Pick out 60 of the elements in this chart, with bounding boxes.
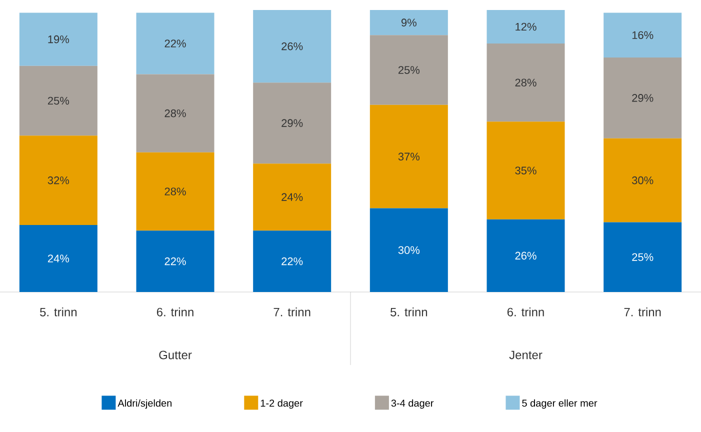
x-tick-label: 5. trinn <box>390 308 428 316</box>
x-tick-label: 6. trinn <box>507 308 544 316</box>
legend-label: 1-2 dager <box>260 399 303 409</box>
bar <box>604 12 682 58</box>
data-label: 30% <box>398 246 420 254</box>
legend-label: 5 dager eller mer <box>522 399 598 409</box>
legend-label: Aldri/sjelden <box>118 399 172 409</box>
data-label: 26% <box>515 252 536 260</box>
data-label: 29% <box>282 119 303 127</box>
bar <box>136 12 214 74</box>
x-tick-label: 7. trinn <box>274 308 310 316</box>
bar <box>486 10 565 44</box>
text: Gutter <box>159 350 192 360</box>
bar <box>136 230 214 292</box>
data-label: 30% <box>632 176 654 184</box>
bar <box>486 219 565 292</box>
legend-label: 3-4 dager <box>391 399 434 409</box>
bar <box>253 230 332 292</box>
data-label: 9% <box>401 18 416 26</box>
bar <box>604 57 682 138</box>
data-label: 25% <box>632 253 654 261</box>
bar <box>19 12 98 66</box>
data-label: 32% <box>48 176 70 184</box>
data-label: 22% <box>282 257 303 266</box>
data-label: 37% <box>398 152 420 160</box>
bar <box>19 136 98 225</box>
data-label: 28% <box>164 188 186 196</box>
text: Jenter <box>509 350 542 360</box>
bar <box>486 44 565 122</box>
bar <box>486 122 565 220</box>
bar <box>136 74 214 152</box>
bar <box>19 224 98 292</box>
data-label: 12% <box>516 22 536 31</box>
bar <box>253 82 332 164</box>
data-label: 28% <box>164 109 186 118</box>
bar <box>370 208 448 292</box>
data-label: 19% <box>48 35 70 44</box>
data-label: 35% <box>515 166 536 174</box>
data-label: 25% <box>398 66 420 74</box>
data-label: 24% <box>48 254 70 262</box>
data-label: 24% <box>282 193 303 201</box>
bar <box>136 152 214 231</box>
data-label: 16% <box>632 31 654 40</box>
bar <box>604 138 682 222</box>
x-tick-label: 5. trinn <box>40 308 77 316</box>
data-label: 26% <box>282 42 303 50</box>
data-label: 22% <box>164 40 186 48</box>
bar <box>19 66 98 136</box>
bar <box>370 10 448 36</box>
bar <box>604 222 682 292</box>
x-tick-label: 7. trinn <box>624 308 661 316</box>
bar <box>253 10 332 83</box>
data-label: 25% <box>48 96 70 105</box>
data-label: 29% <box>632 94 654 102</box>
bar <box>370 104 448 208</box>
data-label: 28% <box>515 78 536 86</box>
data-label: 22% <box>164 257 186 266</box>
x-tick-label: 6. trinn <box>156 308 194 316</box>
bar <box>370 35 448 105</box>
bar <box>253 164 332 231</box>
